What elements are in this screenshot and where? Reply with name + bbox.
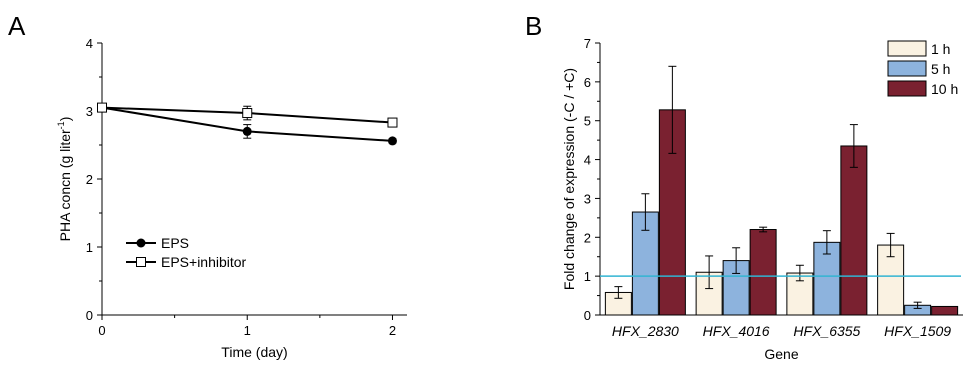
bar — [749, 229, 777, 316]
x-tick-label: 2 — [389, 323, 396, 338]
y-tick-label: 0 — [86, 308, 93, 323]
x-tick-label: HFX_2830 — [612, 323, 679, 339]
legend-swatch — [887, 60, 927, 77]
data-point — [97, 102, 107, 113]
x-axis-label: Time (day) — [221, 344, 287, 360]
y-tick-label: 3 — [86, 104, 93, 119]
bar — [931, 305, 959, 316]
bar — [840, 145, 868, 316]
data-point — [242, 108, 253, 119]
y-tick-label: 3 — [584, 191, 591, 206]
y-tick-label: 5 — [584, 114, 591, 129]
bar — [631, 211, 659, 316]
data-point — [387, 136, 397, 146]
x-tick-label: HFX_4016 — [703, 323, 770, 339]
legend-label: 1 h — [931, 41, 950, 57]
x-tick-label: 0 — [98, 323, 105, 338]
legend-marker — [136, 238, 146, 248]
bar — [877, 244, 905, 316]
data-point — [242, 126, 252, 136]
legend-swatch — [887, 40, 927, 57]
y-axis-label: Fold change of expression (-C / +C) — [561, 68, 577, 290]
y-tick-label: 2 — [86, 172, 93, 187]
y-tick-label: 4 — [584, 153, 591, 168]
y-tick-label: 0 — [584, 308, 591, 323]
x-tick-label: HFX_6355 — [793, 323, 860, 339]
x-tick-label: 1 — [244, 323, 251, 338]
legend-label: EPS — [161, 235, 189, 251]
x-axis-label: Gene — [764, 346, 798, 362]
legend-marker — [136, 257, 146, 267]
legend-label: 5 h — [931, 61, 950, 77]
legend-label: EPS+inhibitor — [161, 254, 247, 270]
panel-a-line-chart: 0 1 2 3 4 0 1 2 Time (day) PHA concn (g liter-1) E… — [56, 36, 407, 360]
y-axis-label: PHA concn (g liter-1) — [56, 117, 73, 242]
x-tick-label: HFX_1509 — [884, 323, 951, 339]
y-tick-label: 2 — [584, 230, 591, 245]
y-tick-label: 4 — [86, 36, 93, 51]
panel-b-letter: B — [525, 11, 542, 41]
data-point — [387, 117, 398, 128]
y-tick-label: 1 — [584, 269, 591, 284]
legend-label: 10 h — [931, 81, 958, 97]
panel-b-bar-chart: 0 1 2 3 4 5 6 7 HFX_2830 HFX_4016 HFX_6355 HFX_1509… — [561, 36, 963, 362]
y-tick-label: 7 — [584, 36, 591, 51]
y-tick-label: 6 — [584, 75, 591, 90]
panel-a-letter: A — [8, 11, 26, 41]
legend-swatch — [887, 80, 927, 97]
y-tick-label: 1 — [86, 240, 93, 255]
